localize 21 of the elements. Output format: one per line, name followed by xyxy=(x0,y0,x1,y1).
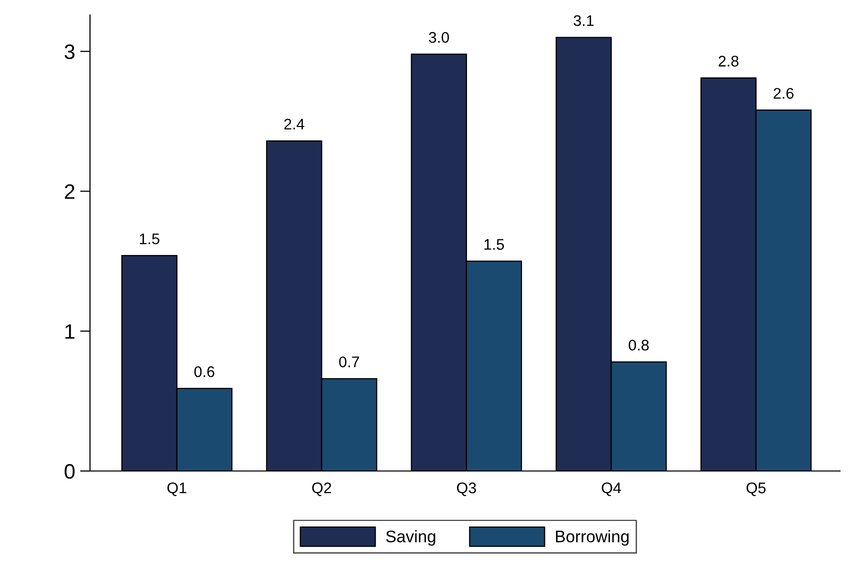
data-label: 3.0 xyxy=(428,32,449,43)
data-label: 0.8 xyxy=(628,340,649,351)
x-tick-label: Q3 xyxy=(456,482,476,496)
data-label: 1.5 xyxy=(484,239,504,250)
x-tick-label: Q1 xyxy=(167,482,186,496)
data-label: 0.7 xyxy=(339,356,360,368)
data-label: 2.6 xyxy=(774,88,794,99)
data-label: 3.1 xyxy=(574,15,594,26)
x-tick-label: Q2 xyxy=(312,482,332,496)
data-label: 1.5 xyxy=(140,234,160,244)
y-tick-label: 1 xyxy=(65,324,74,339)
data-label: 0.6 xyxy=(194,366,214,378)
y-tick-label: 3 xyxy=(64,44,74,60)
data-label: 2.8 xyxy=(718,56,738,67)
y-tick-label: 2 xyxy=(64,184,74,199)
legend-label: Borrowing xyxy=(556,530,629,546)
legend-label: Saving xyxy=(386,530,436,546)
data-label: 2.4 xyxy=(284,118,304,130)
x-tick-label: Q4 xyxy=(602,482,621,496)
y-tick-label: 0 xyxy=(64,464,75,479)
x-tick-label: Q5 xyxy=(746,482,766,496)
